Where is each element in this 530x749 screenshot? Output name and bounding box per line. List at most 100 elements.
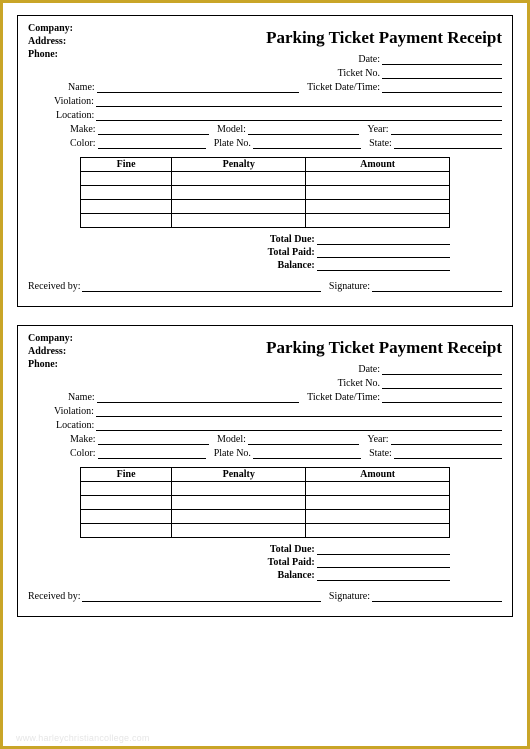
name-label: Name: xyxy=(68,82,97,93)
company-label: Company: xyxy=(28,22,73,35)
table-row[interactable] xyxy=(81,510,450,524)
balance-label: Balance: xyxy=(80,570,317,581)
total-due-label: Total Due: xyxy=(80,234,317,245)
year-line[interactable] xyxy=(391,124,502,135)
model-label: Model: xyxy=(217,434,248,445)
total-paid-line[interactable] xyxy=(317,247,450,258)
location-line[interactable] xyxy=(96,110,502,121)
receipt-title: Parking Ticket Payment Receipt xyxy=(28,338,502,358)
signature-line[interactable] xyxy=(372,591,502,602)
violation-line[interactable] xyxy=(96,406,502,417)
plate-no-line[interactable] xyxy=(253,448,361,459)
table-row[interactable] xyxy=(81,524,450,538)
ticket-datetime-line[interactable] xyxy=(382,392,502,403)
table-row[interactable] xyxy=(81,186,450,200)
color-line[interactable] xyxy=(98,138,206,149)
make-label: Make: xyxy=(70,124,98,135)
state-line[interactable] xyxy=(394,138,502,149)
signature-label: Signature: xyxy=(329,281,372,292)
location-label: Location: xyxy=(56,420,96,431)
ticket-no-label: Ticket No. xyxy=(338,378,382,389)
phone-label: Phone: xyxy=(28,48,73,61)
year-line[interactable] xyxy=(391,434,502,445)
balance-line[interactable] xyxy=(317,570,450,581)
watermark-text: www.harleychristiancollege.com xyxy=(16,733,150,743)
phone-label: Phone: xyxy=(28,358,73,371)
violation-line[interactable] xyxy=(96,96,502,107)
location-label: Location: xyxy=(56,110,96,121)
total-paid-line[interactable] xyxy=(317,557,450,568)
signature-label: Signature: xyxy=(329,591,372,602)
receipt-bottom: Company: Address: Phone: Parking Ticket … xyxy=(17,325,513,617)
balance-label: Balance: xyxy=(80,260,317,271)
color-line[interactable] xyxy=(98,448,206,459)
date-line[interactable] xyxy=(382,364,502,375)
col-fine: Fine xyxy=(81,158,172,172)
ticket-no-label: Ticket No. xyxy=(338,68,382,79)
col-fine: Fine xyxy=(81,468,172,482)
total-paid-label: Total Paid: xyxy=(80,247,317,258)
received-by-line[interactable] xyxy=(82,281,320,292)
total-due-label: Total Due: xyxy=(80,544,317,555)
received-by-label: Received by: xyxy=(28,281,82,292)
fines-table: Fine Penalty Amount xyxy=(80,157,450,228)
model-line[interactable] xyxy=(248,434,359,445)
ticket-datetime-line[interactable] xyxy=(382,82,502,93)
address-label: Address: xyxy=(28,345,73,358)
totals-block: Total Due: Total Paid: Balance: xyxy=(80,234,450,271)
table-row[interactable] xyxy=(81,200,450,214)
receipt-title: Parking Ticket Payment Receipt xyxy=(28,28,502,48)
plate-no-line[interactable] xyxy=(253,138,361,149)
date-label: Date: xyxy=(358,54,382,65)
state-label: State: xyxy=(369,448,394,459)
balance-line[interactable] xyxy=(317,260,450,271)
make-line[interactable] xyxy=(98,124,209,135)
total-due-line[interactable] xyxy=(317,234,450,245)
col-penalty: Penalty xyxy=(172,158,306,172)
location-line[interactable] xyxy=(96,420,502,431)
violation-label: Violation: xyxy=(54,406,96,417)
address-label: Address: xyxy=(28,35,73,48)
color-label: Color: xyxy=(70,138,98,149)
ticket-no-line[interactable] xyxy=(382,68,502,79)
signature-line[interactable] xyxy=(372,281,502,292)
received-by-label: Received by: xyxy=(28,591,82,602)
plate-no-label: Plate No. xyxy=(214,138,253,149)
state-label: State: xyxy=(369,138,394,149)
received-by-line[interactable] xyxy=(82,591,320,602)
plate-no-label: Plate No. xyxy=(214,448,253,459)
company-label: Company: xyxy=(28,332,73,345)
receipt-top: Company: Address: Phone: Parking Ticket … xyxy=(17,15,513,307)
model-line[interactable] xyxy=(248,124,359,135)
year-label: Year: xyxy=(367,124,390,135)
table-row[interactable] xyxy=(81,482,450,496)
state-line[interactable] xyxy=(394,448,502,459)
company-block: Company: Address: Phone: xyxy=(28,332,73,371)
date-label: Date: xyxy=(358,364,382,375)
company-block: Company: Address: Phone: xyxy=(28,22,73,61)
page-frame: Company: Address: Phone: Parking Ticket … xyxy=(0,0,530,749)
total-paid-label: Total Paid: xyxy=(80,557,317,568)
ticket-datetime-label: Ticket Date/Time: xyxy=(307,82,382,93)
violation-label: Violation: xyxy=(54,96,96,107)
col-amount: Amount xyxy=(306,158,449,172)
ticket-datetime-label: Ticket Date/Time: xyxy=(307,392,382,403)
name-line[interactable] xyxy=(97,82,299,93)
date-line[interactable] xyxy=(382,54,502,65)
totals-block: Total Due: Total Paid: Balance: xyxy=(80,544,450,581)
make-label: Make: xyxy=(70,434,98,445)
model-label: Model: xyxy=(217,124,248,135)
year-label: Year: xyxy=(367,434,390,445)
make-line[interactable] xyxy=(98,434,209,445)
ticket-no-line[interactable] xyxy=(382,378,502,389)
table-row[interactable] xyxy=(81,214,450,228)
name-line[interactable] xyxy=(97,392,299,403)
name-label: Name: xyxy=(68,392,97,403)
col-amount: Amount xyxy=(306,468,449,482)
table-row[interactable] xyxy=(81,172,450,186)
total-due-line[interactable] xyxy=(317,544,450,555)
col-penalty: Penalty xyxy=(172,468,306,482)
color-label: Color: xyxy=(70,448,98,459)
table-row[interactable] xyxy=(81,496,450,510)
fines-table: Fine Penalty Amount xyxy=(80,467,450,538)
